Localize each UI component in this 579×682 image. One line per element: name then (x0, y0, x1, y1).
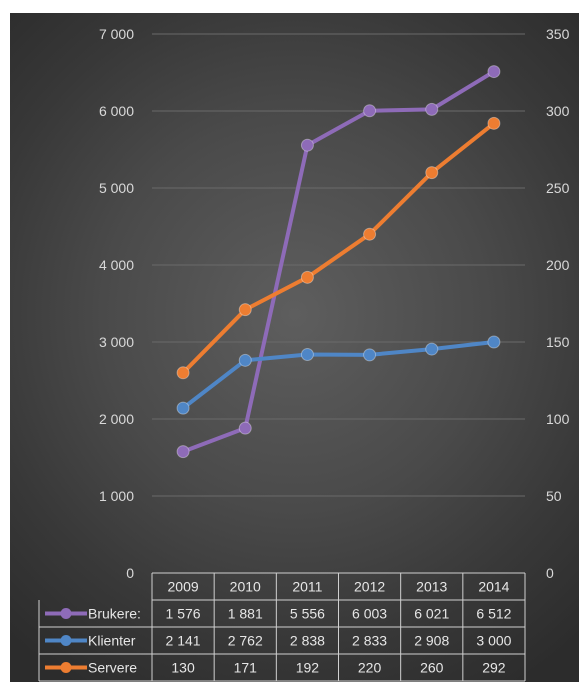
data-point-klienter (487, 335, 501, 349)
left-axis-tick-label: 7 000 (99, 26, 134, 42)
right-y-axis: 0 50 100 150 200 250 300 350 (546, 26, 570, 581)
right-axis-tick-label: 350 (546, 26, 570, 42)
table-cell-value: 2 141 (166, 633, 201, 649)
table-cell-value: 1 576 (166, 606, 201, 622)
data-point-brukere (300, 138, 314, 152)
table-cell-value: 3 000 (476, 633, 511, 649)
series-line-servere (181, 121, 496, 375)
category-label: 2014 (478, 579, 509, 595)
table-cell-value: 6 512 (476, 606, 511, 622)
table-cell-value: 2 908 (414, 633, 449, 649)
category-label: 2012 (354, 579, 385, 595)
gridlines (152, 33, 525, 497)
right-axis-tick-label: 200 (546, 257, 570, 273)
table-cell-value: 5 556 (290, 606, 325, 622)
table-cell-value: 292 (482, 660, 506, 676)
data-point-brukere (425, 102, 439, 116)
series-line-brukere (182, 69, 495, 454)
category-label: 2011 (292, 579, 322, 595)
data-point-servere (176, 366, 190, 380)
left-axis-tick-label: 3 000 (99, 334, 134, 350)
left-y-axis: 0 1 000 2 000 3 000 4 000 5 000 6 000 7 000 (99, 26, 134, 581)
left-axis-tick-label: 6 000 (99, 103, 134, 119)
table-cell-value: 220 (358, 660, 382, 676)
left-axis-tick-label: 4 000 (99, 257, 134, 273)
line-chart: 0 1 000 2 000 3 000 4 000 5 000 6 000 7 000 0 50… (38, 26, 570, 682)
legend-label-brukere: Brukere: (88, 606, 141, 622)
data-point-servere (300, 270, 314, 284)
legend-marker-brukere (60, 608, 72, 619)
data-point-brukere (363, 104, 377, 118)
table-cell-value: 6 003 (352, 606, 387, 622)
data-point-brukere (176, 445, 190, 459)
data-table: 2009 2010 2011 2012 2013 2014 Brukere: 1 576 1 8… (38, 572, 526, 682)
data-point-klienter (238, 353, 252, 367)
data-point-klienter (363, 348, 377, 362)
data-point-servere (425, 166, 439, 180)
data-point-brukere (238, 421, 252, 435)
category-label: 2010 (230, 579, 261, 595)
data-point-servere (487, 116, 501, 130)
data-point-servere (238, 303, 252, 317)
right-axis-tick-label: 100 (546, 411, 570, 427)
left-axis-tick-label: 1 000 (99, 488, 134, 504)
table-cell-value: 171 (234, 660, 258, 676)
category-label: 2013 (416, 579, 447, 595)
right-axis-tick-label: 250 (546, 180, 570, 196)
legend-marker-servere (60, 662, 72, 673)
left-axis-tick-label: 5 000 (99, 180, 134, 196)
table-cell-value: 192 (296, 660, 320, 676)
right-axis-tick-label: 0 (546, 565, 554, 581)
legend-marker-klienter (60, 635, 72, 646)
table-cell-value: 2 762 (228, 633, 263, 649)
data-point-klienter (425, 342, 439, 356)
legend-label-servere: Servere (88, 660, 137, 676)
series-lines (176, 65, 501, 459)
left-axis-tick-label: 0 (126, 565, 134, 581)
right-axis-tick-label: 150 (546, 334, 570, 350)
left-axis-tick-label: 2 000 (99, 411, 134, 427)
table-cell-value: 260 (420, 660, 444, 676)
category-label: 2009 (168, 579, 199, 595)
data-point-brukere (487, 65, 501, 79)
table-cell-value: 6 021 (414, 606, 449, 622)
table-cell-value: 1 881 (228, 606, 263, 622)
table-cell-value: 130 (171, 660, 195, 676)
chart-frame: 0 1 000 2 000 3 000 4 000 5 000 6 000 7 000 0 50… (10, 13, 579, 682)
data-point-klienter (300, 347, 314, 361)
right-axis-tick-label: 50 (546, 488, 562, 504)
series-line-klienter (181, 340, 495, 410)
table-cell-value: 2 833 (352, 633, 387, 649)
table-cell-value: 2 838 (290, 633, 325, 649)
legend-label-klienter: Klienter (88, 633, 136, 649)
right-axis-tick-label: 300 (546, 103, 570, 119)
data-point-servere (363, 227, 377, 241)
data-point-klienter (176, 401, 190, 415)
